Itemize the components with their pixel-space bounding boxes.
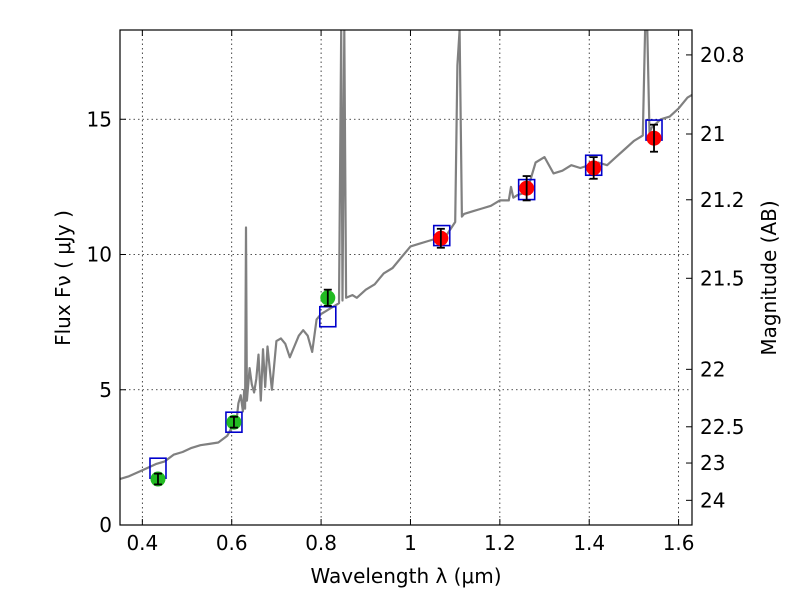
- right-tick-label: 22: [700, 357, 725, 381]
- x-tick-label: 1.2: [484, 531, 516, 555]
- x-tick-label: 0.8: [305, 531, 337, 555]
- model-photometry-box: [225, 411, 243, 434]
- y-tick-label: 15: [87, 107, 112, 131]
- x-tick-label: 0.4: [126, 531, 158, 555]
- right-tick-label: 24: [700, 488, 725, 512]
- plot-frame: [119, 29, 693, 526]
- right-axis-title: Magnitude (AB): [757, 200, 781, 355]
- axis-ticks: 0.4 0.6 0.8 1 1.2 1.4 1.6 0 5 10 15 20.8 21 21.2 21.5 2…: [87, 30, 745, 555]
- grid: [120, 30, 692, 526]
- x-tick-label: 1.6: [663, 531, 695, 555]
- right-tick-label: 21.2: [700, 188, 745, 212]
- data-points: [149, 119, 663, 487]
- right-tick-label: 20.8: [700, 43, 745, 67]
- spectrum-line: [120, 30, 692, 481]
- right-tick-label: 21.5: [700, 266, 745, 290]
- plot-area: [120, 30, 692, 481]
- y-tick-label: 0: [99, 513, 112, 537]
- x-tick-label: 1.4: [573, 531, 605, 555]
- y-axis-title: Flux Fν ( μJy ): [51, 210, 75, 346]
- x-tick-label: 0.6: [216, 531, 248, 555]
- right-tick-label: 21: [700, 122, 725, 146]
- y-tick-label: 5: [99, 378, 112, 402]
- y-tick-label: 10: [87, 243, 112, 267]
- right-tick-label: 23: [700, 451, 725, 475]
- x-tick-label: 1: [404, 531, 417, 555]
- right-tick-label: 22.5: [700, 415, 745, 439]
- x-axis-title: Wavelength λ (μm): [310, 564, 501, 588]
